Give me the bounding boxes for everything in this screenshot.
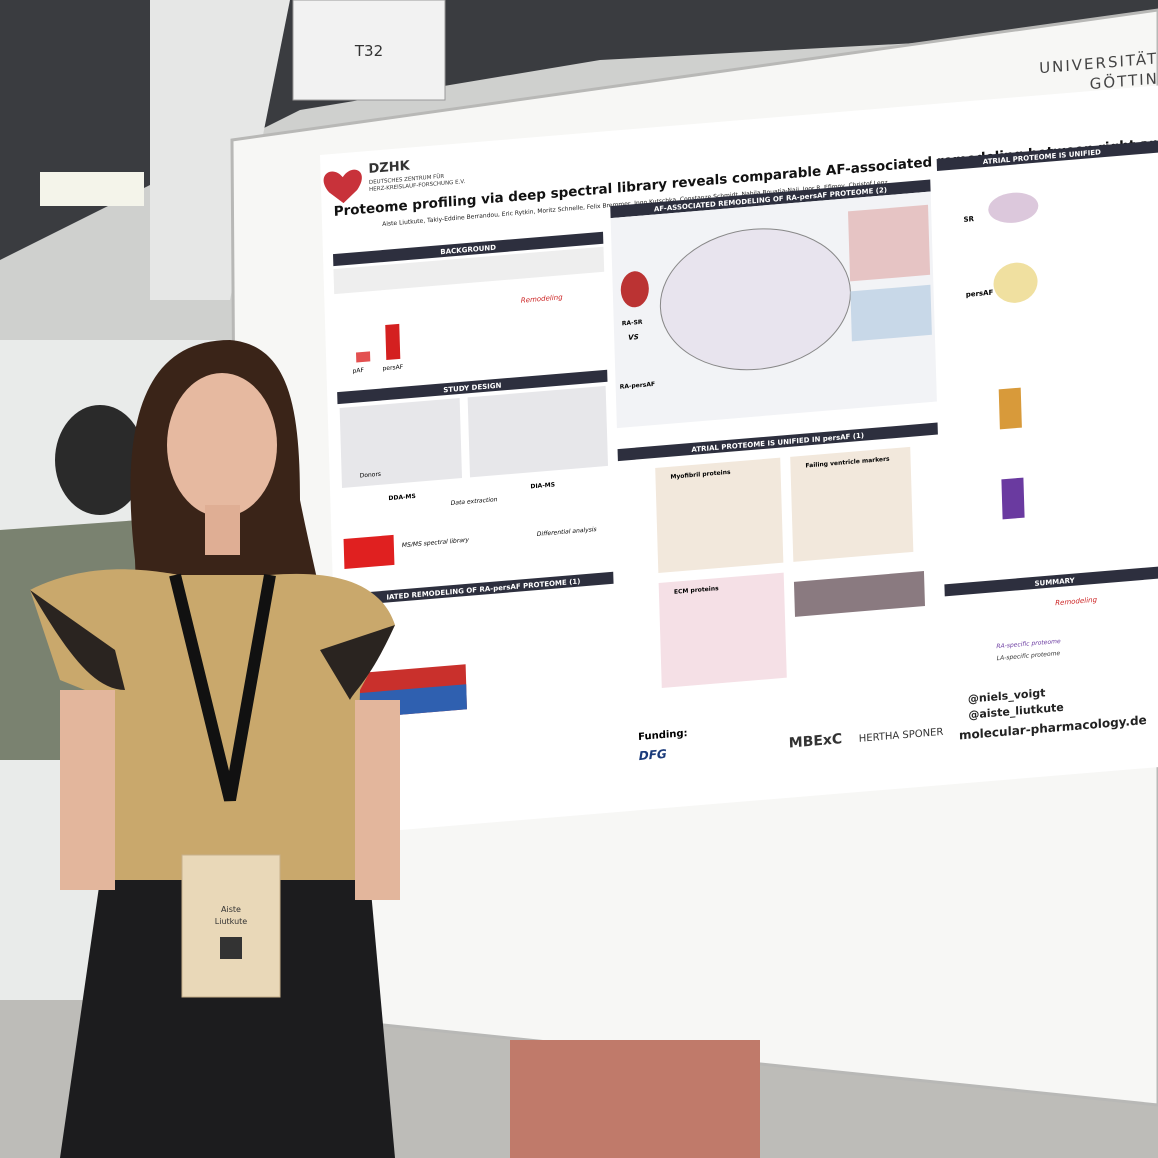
funding-label: Funding: bbox=[638, 728, 688, 743]
label: persAF bbox=[966, 288, 994, 299]
section-header bbox=[337, 369, 608, 405]
label: persAF bbox=[382, 364, 403, 373]
heart bbox=[620, 271, 649, 308]
pca-cluster bbox=[993, 262, 1038, 303]
cell-diagram bbox=[659, 228, 851, 371]
section-header bbox=[617, 422, 938, 462]
poster: UNIVERSITÄTSMEDI GÖTTING DZHK DEUTSCHES … bbox=[320, 44, 1158, 835]
arm bbox=[60, 690, 115, 890]
image bbox=[850, 284, 932, 342]
bystander-head bbox=[55, 405, 145, 515]
label: pAF bbox=[352, 367, 364, 375]
histology bbox=[793, 571, 926, 617]
panel bbox=[655, 457, 784, 574]
badge-qr bbox=[220, 937, 242, 959]
label: Data extraction bbox=[451, 496, 498, 507]
neck bbox=[205, 505, 240, 555]
pca-cluster bbox=[988, 192, 1039, 223]
label: DDA-MS bbox=[388, 493, 416, 502]
badge-name: Liutkute bbox=[215, 917, 247, 926]
section-header bbox=[944, 565, 1158, 597]
badge-name: Aiste bbox=[221, 905, 241, 914]
ceiling-light bbox=[40, 172, 144, 206]
section-title: SUMMARY bbox=[1034, 576, 1075, 588]
label: Remodeling bbox=[521, 292, 564, 304]
name-badge bbox=[181, 854, 281, 998]
panel bbox=[790, 446, 914, 562]
heatmap bbox=[1001, 477, 1025, 520]
funder-logo: DFG bbox=[639, 747, 668, 763]
panel bbox=[339, 398, 463, 489]
face bbox=[167, 373, 277, 517]
label: VS bbox=[628, 332, 639, 342]
sign-label: T32 bbox=[354, 42, 383, 60]
section-header bbox=[333, 231, 604, 267]
image bbox=[848, 204, 931, 282]
label: DIA-MS bbox=[530, 481, 555, 490]
arm bbox=[355, 700, 400, 900]
column bbox=[150, 0, 290, 300]
section-header bbox=[936, 140, 1158, 171]
bar-persAF bbox=[385, 323, 401, 361]
twitter-handle: @niels_voigt bbox=[968, 686, 1047, 705]
label: Differential analysis bbox=[537, 526, 597, 538]
section-header bbox=[343, 571, 614, 607]
panel bbox=[467, 385, 609, 478]
text-block bbox=[333, 246, 605, 295]
label: RA-SR bbox=[622, 319, 643, 328]
label: Donors bbox=[360, 471, 382, 480]
panel bbox=[658, 572, 787, 689]
logo-name: DZHK bbox=[368, 159, 411, 177]
booth-sign bbox=[292, 0, 446, 101]
ceiling bbox=[0, 0, 1158, 260]
bar-pAF bbox=[356, 351, 371, 363]
label: RA-persAF bbox=[620, 381, 656, 391]
section-header bbox=[610, 179, 931, 219]
logo-heart bbox=[323, 169, 362, 204]
lanyard bbox=[169, 573, 276, 802]
heatmap bbox=[998, 387, 1022, 430]
label: ECM proteins bbox=[674, 585, 719, 596]
funder-logo: MBExC bbox=[789, 731, 843, 751]
top-trim bbox=[30, 590, 395, 700]
bystander-dress bbox=[510, 1040, 760, 1158]
label: SR bbox=[963, 214, 974, 224]
red-box bbox=[343, 534, 395, 570]
trousers bbox=[60, 880, 395, 1158]
label: Remodeling bbox=[1055, 595, 1098, 607]
